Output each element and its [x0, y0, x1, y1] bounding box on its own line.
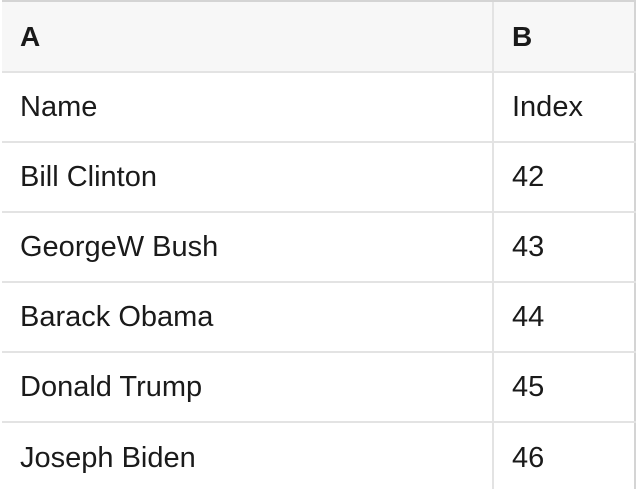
cell-A1[interactable]: Name: [2, 73, 494, 141]
cell-B6[interactable]: 46: [494, 423, 636, 489]
table-row-3: GeorgeW Bush 43: [2, 213, 636, 283]
cell-A5[interactable]: Donald Trump: [2, 353, 494, 421]
cell-B5[interactable]: 45: [494, 353, 636, 421]
column-header-row: A B: [2, 2, 636, 73]
table-row-2: Bill Clinton 42: [2, 143, 636, 213]
cell-B4[interactable]: 44: [494, 283, 636, 351]
column-header-A[interactable]: A: [2, 2, 494, 71]
cell-A3[interactable]: GeorgeW Bush: [2, 213, 494, 281]
cell-B3[interactable]: 43: [494, 213, 636, 281]
table-row-5: Donald Trump 45: [2, 353, 636, 423]
cell-B1[interactable]: Index: [494, 73, 636, 141]
table-row-6: Joseph Biden 46: [2, 423, 636, 489]
table-row-4: Barack Obama 44: [2, 283, 636, 353]
table-row-1: Name Index: [2, 73, 636, 143]
cell-A2[interactable]: Bill Clinton: [2, 143, 494, 211]
cell-A6[interactable]: Joseph Biden: [2, 423, 494, 489]
cell-B2[interactable]: 42: [494, 143, 636, 211]
column-header-B[interactable]: B: [494, 2, 636, 71]
cell-A4[interactable]: Barack Obama: [2, 283, 494, 351]
